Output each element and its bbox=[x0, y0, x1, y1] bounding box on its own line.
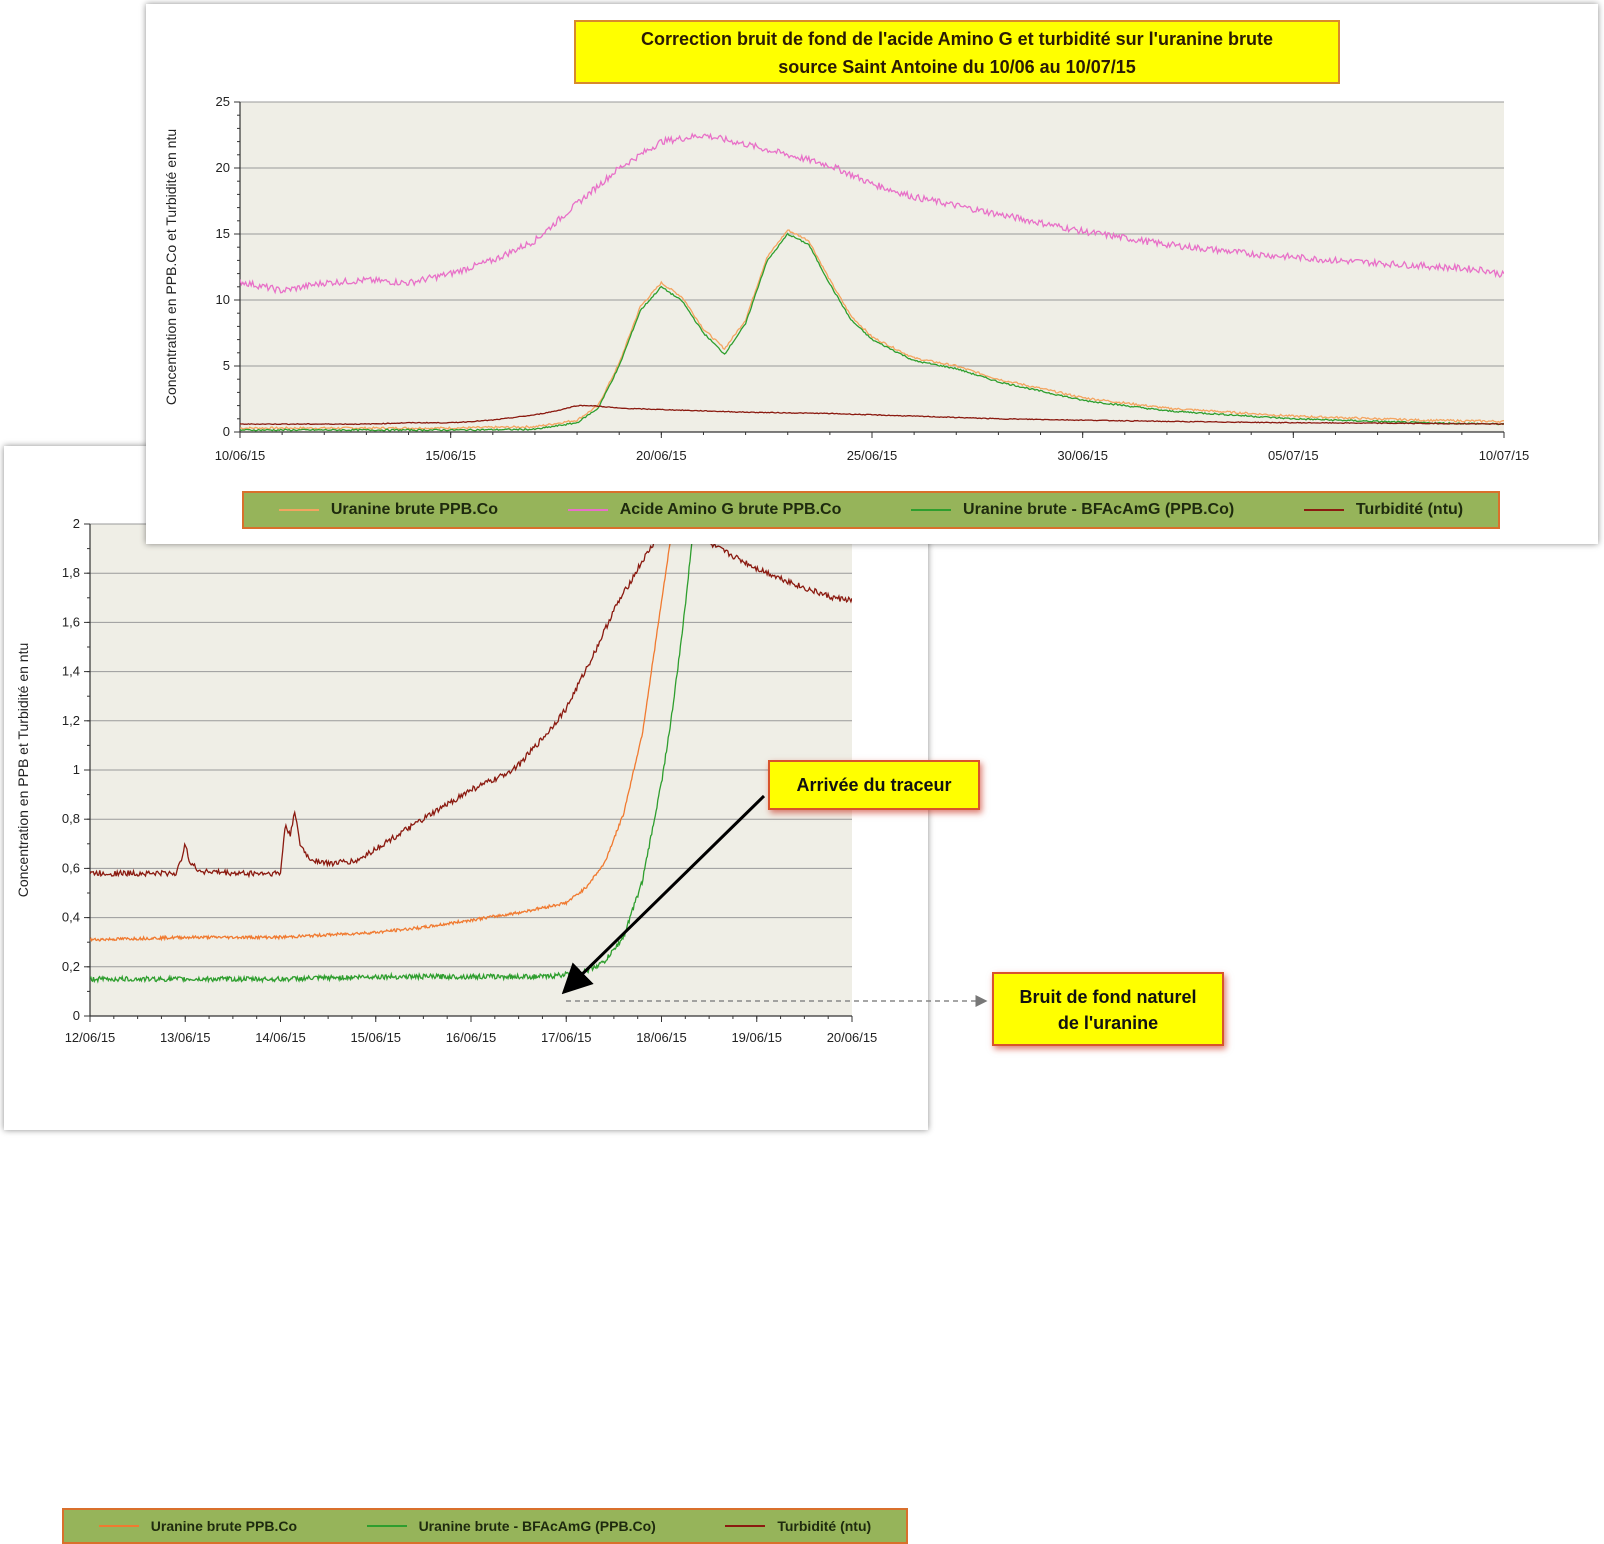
overview-chart-legend: Uranine brute PPB.Co Acide Amino G brute… bbox=[242, 491, 1500, 529]
legend-swatch bbox=[278, 509, 319, 511]
y-tick-label: 1,2 bbox=[62, 713, 80, 728]
y-axis-label: Concentration en PPB.Co et Turbidité en … bbox=[163, 129, 179, 405]
plot-area bbox=[240, 102, 1504, 432]
y-tick-label: 0,8 bbox=[62, 811, 80, 826]
series-line-3 bbox=[90, 524, 852, 879]
legend-swatch bbox=[366, 1525, 407, 1527]
y-tick-label: 1,8 bbox=[62, 565, 80, 580]
zoom-chart-legend: Uranine brute PPB.Co Uranine brute - BFA… bbox=[62, 1508, 908, 1544]
y-tick-label: 20 bbox=[216, 160, 230, 175]
legend-item-turbidity: Turbidité (ntu) bbox=[725, 1518, 871, 1534]
y-tick-label: 15 bbox=[216, 226, 230, 241]
y-axis-label: Concentration en PPB et Turbidité en ntu bbox=[15, 643, 31, 898]
y-tick-label: 1,6 bbox=[62, 614, 80, 629]
legend-label: Uranine brute PPB.Co bbox=[330, 501, 498, 518]
legend-label: Uranine brute - BFAcAmG (PPB.Co) bbox=[963, 501, 1235, 518]
series-line-1 bbox=[240, 229, 1504, 430]
x-tick-label: 19/06/15 bbox=[731, 1030, 782, 1045]
legend-item-uranine-corrected: Uranine brute - BFAcAmG (PPB.Co) bbox=[366, 1518, 656, 1534]
x-tick-label: 10/06/15 bbox=[215, 448, 266, 463]
y-tick-label: 0,4 bbox=[62, 910, 80, 925]
x-tick-label: 17/06/15 bbox=[541, 1030, 592, 1045]
chart-title: Correction bruit de fond de l'acide Amin… bbox=[574, 20, 1340, 84]
series-line-2 bbox=[240, 132, 1504, 295]
legend-item-uranine-corrected: Uranine brute - BFAcAmG (PPB.Co) bbox=[911, 501, 1234, 519]
y-tick-label: 1 bbox=[73, 762, 80, 777]
y-tick-label: 5 bbox=[223, 358, 230, 373]
y-tick-label: 10 bbox=[216, 292, 230, 307]
x-tick-label: 15/06/15 bbox=[425, 448, 476, 463]
overview-chart-panel: Correction bruit de fond de l'acide Amin… bbox=[146, 4, 1598, 544]
legend-item-amino-g: Acide Amino G brute PPB.Co bbox=[567, 501, 842, 519]
y-tick-label: 0,2 bbox=[62, 959, 80, 974]
x-tick-label: 20/06/15 bbox=[827, 1030, 878, 1045]
legend-label: Turbidité (ntu) bbox=[777, 1518, 872, 1534]
y-tick-label: 1,4 bbox=[62, 664, 80, 679]
noise-callout-line1: Bruit de fond naturel bbox=[1019, 987, 1197, 1007]
legend-label: Uranine brute PPB.Co bbox=[150, 1518, 298, 1534]
arrival-callout: Arrivée du traceur bbox=[768, 760, 980, 810]
x-tick-label: 20/06/15 bbox=[636, 448, 687, 463]
legend-swatch bbox=[911, 509, 952, 511]
chart-title-line1: Correction bruit de fond de l'acide Amin… bbox=[641, 29, 1273, 49]
legend-label: Turbidité (ntu) bbox=[1355, 501, 1464, 518]
x-tick-label: 13/06/15 bbox=[160, 1030, 211, 1045]
x-tick-label: 16/06/15 bbox=[446, 1030, 497, 1045]
overview-chart: 0 5 10 15 20 25 10/06/15 15/06/15 20/06/15 25/06/… bbox=[163, 94, 1530, 463]
y-tick-label: 0 bbox=[223, 424, 230, 439]
x-tick-label: 30/06/15 bbox=[1057, 448, 1108, 463]
x-tick-label: 18/06/15 bbox=[636, 1030, 687, 1045]
chart-title-line2: source Saint Antoine du 10/06 au 10/07/1… bbox=[778, 57, 1136, 77]
y-tick-label: 2 bbox=[73, 516, 80, 531]
x-tick-label: 05/07/15 bbox=[1268, 448, 1319, 463]
x-tick-label: 10/07/15 bbox=[1479, 448, 1530, 463]
y-tick-label: 0 bbox=[73, 1008, 80, 1023]
noise-callout: Bruit de fond naturel de l'uranine bbox=[992, 972, 1224, 1046]
x-tick-label: 12/06/15 bbox=[65, 1030, 116, 1045]
legend-swatch bbox=[725, 1525, 766, 1527]
legend-item-uranine: Uranine brute PPB.Co bbox=[98, 1518, 298, 1534]
y-tick-label: 25 bbox=[216, 94, 230, 109]
legend-item-turbidity: Turbidité (ntu) bbox=[1303, 501, 1464, 519]
series-line-4 bbox=[240, 404, 1504, 426]
x-tick-label: 15/06/15 bbox=[350, 1030, 401, 1045]
legend-label: Acide Amino G brute PPB.Co bbox=[619, 501, 842, 518]
x-tick-label: 25/06/15 bbox=[847, 448, 898, 463]
series-line-3 bbox=[240, 232, 1504, 432]
legend-swatch bbox=[567, 509, 608, 511]
legend-label: Uranine brute - BFAcAmG (PPB.Co) bbox=[418, 1518, 656, 1534]
x-tick-label: 14/06/15 bbox=[255, 1030, 306, 1045]
legend-item-uranine: Uranine brute PPB.Co bbox=[278, 501, 498, 519]
y-tick-label: 0,6 bbox=[62, 860, 80, 875]
legend-swatch bbox=[1303, 509, 1344, 511]
noise-callout-line2: de l'uranine bbox=[1057, 1013, 1159, 1033]
legend-swatch bbox=[98, 1525, 139, 1527]
